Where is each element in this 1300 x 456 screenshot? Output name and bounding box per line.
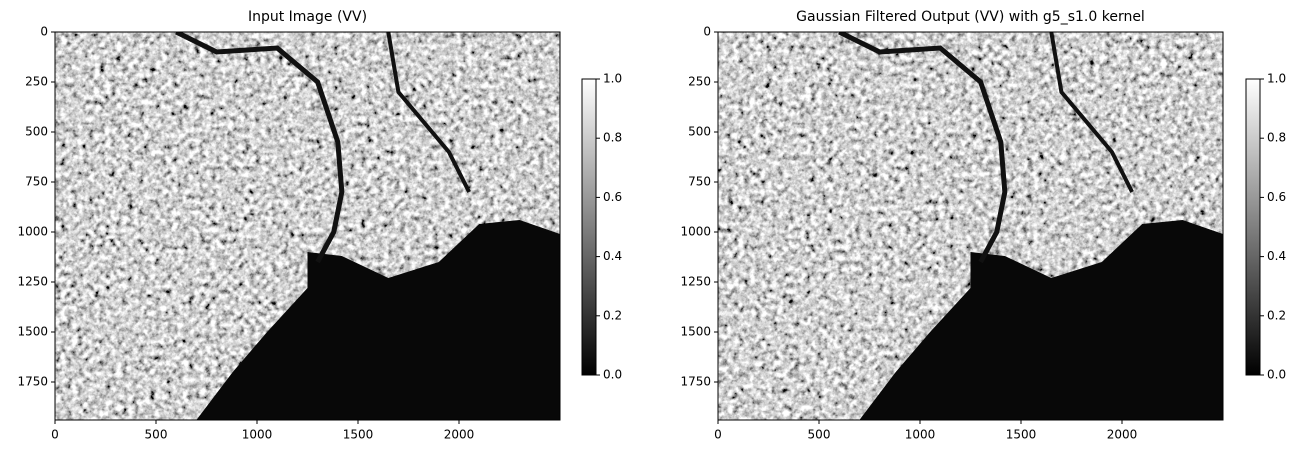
- panel-title: Input Image (VV): [248, 9, 367, 25]
- y-tick-label: 500: [25, 125, 48, 139]
- colorbar-tick-label: 0.4: [603, 249, 622, 263]
- x-tick-label: 1000: [242, 428, 273, 442]
- y-tick-label: 750: [25, 175, 48, 189]
- colorbar-tick-label: 0.2: [1267, 308, 1286, 322]
- image: [718, 32, 1223, 420]
- x-tick-label: 500: [145, 428, 168, 442]
- river: [838, 32, 1008, 264]
- river: [1049, 32, 1134, 193]
- river: [386, 32, 471, 193]
- colorbar-tick-label: 0.8: [603, 131, 622, 145]
- axes-frame: [717, 31, 1224, 421]
- x-tick-label: 500: [808, 428, 831, 442]
- y-tick-label: 1250: [17, 275, 48, 289]
- colorbar-tick-label: 0.4: [1267, 249, 1286, 263]
- y-tick-label: 1000: [17, 225, 48, 239]
- colorbar: [581, 78, 597, 376]
- colorbar-tick-label: 1.0: [1267, 72, 1286, 86]
- sea: [859, 220, 1223, 420]
- y-tick-label: 0: [40, 25, 48, 39]
- y-tick-label: 1500: [17, 325, 48, 339]
- axes-frame: [54, 31, 561, 421]
- colorbar-tick-label: 0.6: [603, 190, 622, 204]
- colorbar-tick-label: 0.2: [603, 308, 622, 322]
- colorbar: [1245, 78, 1261, 376]
- y-tick-label: 0: [703, 25, 711, 39]
- x-tick-label: 1500: [343, 428, 374, 442]
- y-tick-label: 250: [688, 75, 711, 89]
- sea: [196, 220, 560, 420]
- y-tick-label: 1750: [17, 375, 48, 389]
- x-tick-label: 1500: [1006, 428, 1037, 442]
- river: [175, 32, 345, 264]
- y-tick-label: 1000: [680, 225, 711, 239]
- y-tick-label: 1250: [680, 275, 711, 289]
- colorbar-tick-label: 0.0: [603, 368, 622, 382]
- x-tick-label: 2000: [444, 428, 475, 442]
- y-tick-label: 750: [688, 175, 711, 189]
- colorbar-tick-label: 0.6: [1267, 190, 1286, 204]
- image: [55, 32, 560, 420]
- y-tick-label: 1750: [680, 375, 711, 389]
- y-tick-label: 250: [25, 75, 48, 89]
- colorbar-tick-label: 1.0: [603, 72, 622, 86]
- x-tick-label: 2000: [1107, 428, 1138, 442]
- x-tick-label: 1000: [905, 428, 936, 442]
- panel-title: Gaussian Filtered Output (VV) with g5_s1…: [796, 9, 1145, 25]
- colorbar-tick-label: 0.8: [1267, 131, 1286, 145]
- x-tick-label: 0: [714, 428, 722, 442]
- x-tick-label: 0: [51, 428, 59, 442]
- y-tick-label: 500: [688, 125, 711, 139]
- colorbar-tick-label: 0.0: [1267, 368, 1286, 382]
- y-tick-label: 1500: [680, 325, 711, 339]
